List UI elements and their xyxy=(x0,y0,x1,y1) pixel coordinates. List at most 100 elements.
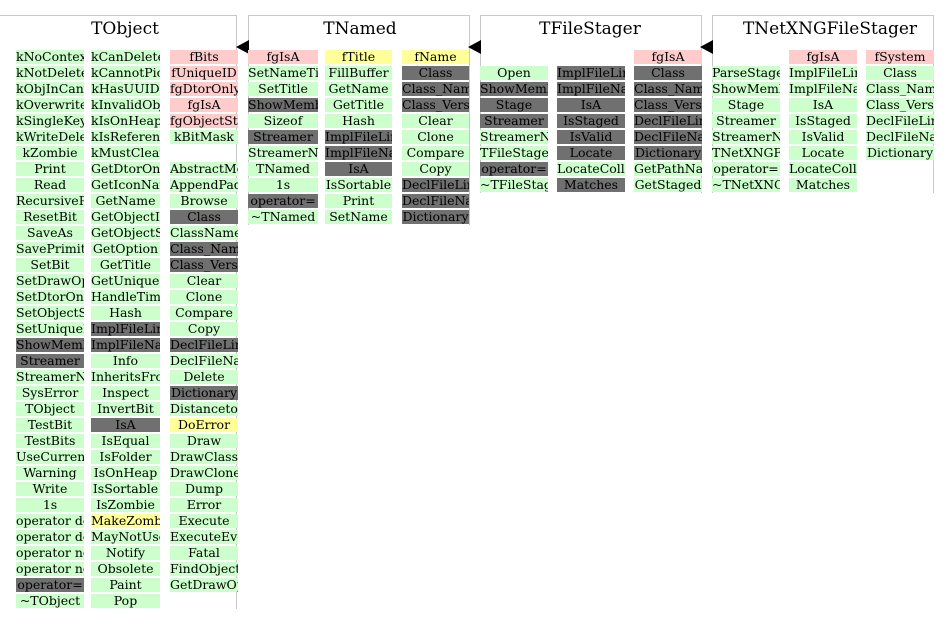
method-member: IsSortable xyxy=(325,178,392,192)
method-member: Browse xyxy=(170,194,238,208)
method-member: SetDrawOption xyxy=(16,274,84,288)
method-member: Matches xyxy=(789,178,857,192)
method-member: GetName xyxy=(325,82,392,96)
method-member: AppendPad xyxy=(170,178,238,192)
method-member: IsSortable xyxy=(91,482,160,496)
method-member: DeclFileName xyxy=(866,130,934,144)
method-member: Dump xyxy=(170,482,238,496)
method-member: DeclFileName xyxy=(170,354,238,368)
method-member: IsA xyxy=(557,98,625,112)
method-member: ImplFileName xyxy=(91,338,160,352)
method-member: LocateCollection xyxy=(557,162,625,176)
method-member: Locate xyxy=(789,146,857,160)
method-member: DeclFileName xyxy=(634,130,702,144)
method-member: Class xyxy=(402,66,469,80)
method-member: IsA xyxy=(325,162,392,176)
data-member: fgIsA xyxy=(789,50,857,64)
method-member: GetTitle xyxy=(325,98,392,112)
method-member: Dictionary xyxy=(866,146,934,160)
method-member: DrawClass xyxy=(170,450,238,464)
method-member: IsOnHeap xyxy=(91,466,160,480)
method-member: kObjInCanvas xyxy=(16,82,84,96)
method-member: StreamerNVirtual xyxy=(480,130,548,144)
method-member: Print xyxy=(16,162,84,176)
method-member: Streamer xyxy=(16,354,84,368)
method-member: TFileStager xyxy=(480,146,548,160)
method-member: Compare xyxy=(402,146,469,160)
method-member: Class_Name xyxy=(634,82,702,96)
method-member: operator= xyxy=(480,162,548,176)
method-member: IsA xyxy=(789,98,857,112)
method-member: SetObjectStat xyxy=(16,306,84,320)
method-member: Clear xyxy=(402,114,469,128)
tnamed-title: TNamed xyxy=(323,19,397,39)
method-member: SysError xyxy=(16,386,84,400)
method-member: Inspect xyxy=(91,386,160,400)
data-member: fgIsA xyxy=(634,50,702,64)
method-member: kCannotPick xyxy=(91,66,160,80)
method-member: operator delete[] xyxy=(16,530,84,544)
method-member: StreamerNVirtual xyxy=(712,130,780,144)
method-member: ShowMembers xyxy=(480,82,548,96)
method-member: Class_Name xyxy=(866,82,934,96)
method-member: 1s xyxy=(248,178,318,192)
method-member: IsStaged xyxy=(789,114,857,128)
method-member: TNetXNGFileStager xyxy=(712,146,780,160)
method-member: FillBuffer xyxy=(325,66,392,80)
method-member: DeclFileLine xyxy=(170,338,238,352)
method-member: UseCurrentStyle xyxy=(16,450,84,464)
method-member: StreamerNVirtual xyxy=(16,370,84,384)
method-member: kInvalidObject xyxy=(91,98,160,112)
method-member: TestBits xyxy=(16,434,84,448)
method-member: Class_Name xyxy=(170,242,238,256)
method-member: ImplFileLine xyxy=(91,322,160,336)
data-member: fSystem xyxy=(866,50,934,64)
method-member: DeclFileName xyxy=(402,194,469,208)
method-member: kSingleKey xyxy=(16,114,84,128)
method-member: Paint xyxy=(91,578,160,592)
method-member: SetName xyxy=(325,210,392,224)
method-member: Error xyxy=(170,498,238,512)
method-member: ShowMembers xyxy=(248,98,318,112)
method-member: operator= xyxy=(248,194,318,208)
method-member: Class xyxy=(634,66,702,80)
method-member: Class_Version xyxy=(634,98,702,112)
method-member: Copy xyxy=(170,322,238,336)
method-member: GetIconName xyxy=(91,178,160,192)
method-member: Streamer xyxy=(480,114,548,128)
method-member: ~TFileStager xyxy=(480,178,548,192)
method-member: ShowMembers xyxy=(712,82,780,96)
method-member: Write xyxy=(16,482,84,496)
tobject-title: TObject xyxy=(91,19,159,39)
method-member: kNotDeleted xyxy=(16,66,84,80)
method-member: Obsolete xyxy=(91,562,160,576)
method-member: IsA xyxy=(91,418,160,432)
method-member: Dictionary xyxy=(634,146,702,160)
method-member: StreamerNVirtual xyxy=(248,146,318,160)
method-member: Locate xyxy=(557,146,625,160)
method-member: Class_Version xyxy=(402,98,469,112)
method-member: InvertBit xyxy=(91,402,160,416)
method-member: ImplFileLine xyxy=(557,66,625,80)
method-member: Execute xyxy=(170,514,238,528)
method-member: kHasUUID xyxy=(91,82,160,96)
method-member: Clone xyxy=(170,290,238,304)
method-member: FindObject xyxy=(170,562,238,576)
tfilestager-title: TFileStager xyxy=(539,19,641,39)
method-member: Stage xyxy=(480,98,548,112)
data-member: fName xyxy=(402,50,469,64)
method-member: ExecuteEvent xyxy=(170,530,238,544)
method-member: operator= xyxy=(712,162,780,176)
method-member: GetObjectStat xyxy=(91,226,160,240)
method-member: Print xyxy=(325,194,392,208)
method-member: ImplFileName xyxy=(325,146,392,160)
method-member: ImplFileName xyxy=(557,82,625,96)
method-member: HandleTimer xyxy=(91,290,160,304)
method-member: GetDrawOption xyxy=(170,578,238,592)
tnetxngfilestager-title: TNetXNGFileStager xyxy=(742,19,918,39)
method-member: IsEqual xyxy=(91,434,160,448)
method-member: GetUniqueID xyxy=(91,274,160,288)
data-member: fgObjectStat xyxy=(170,114,238,128)
method-member: kOverwrite xyxy=(16,98,84,112)
method-member: GetName xyxy=(91,194,160,208)
